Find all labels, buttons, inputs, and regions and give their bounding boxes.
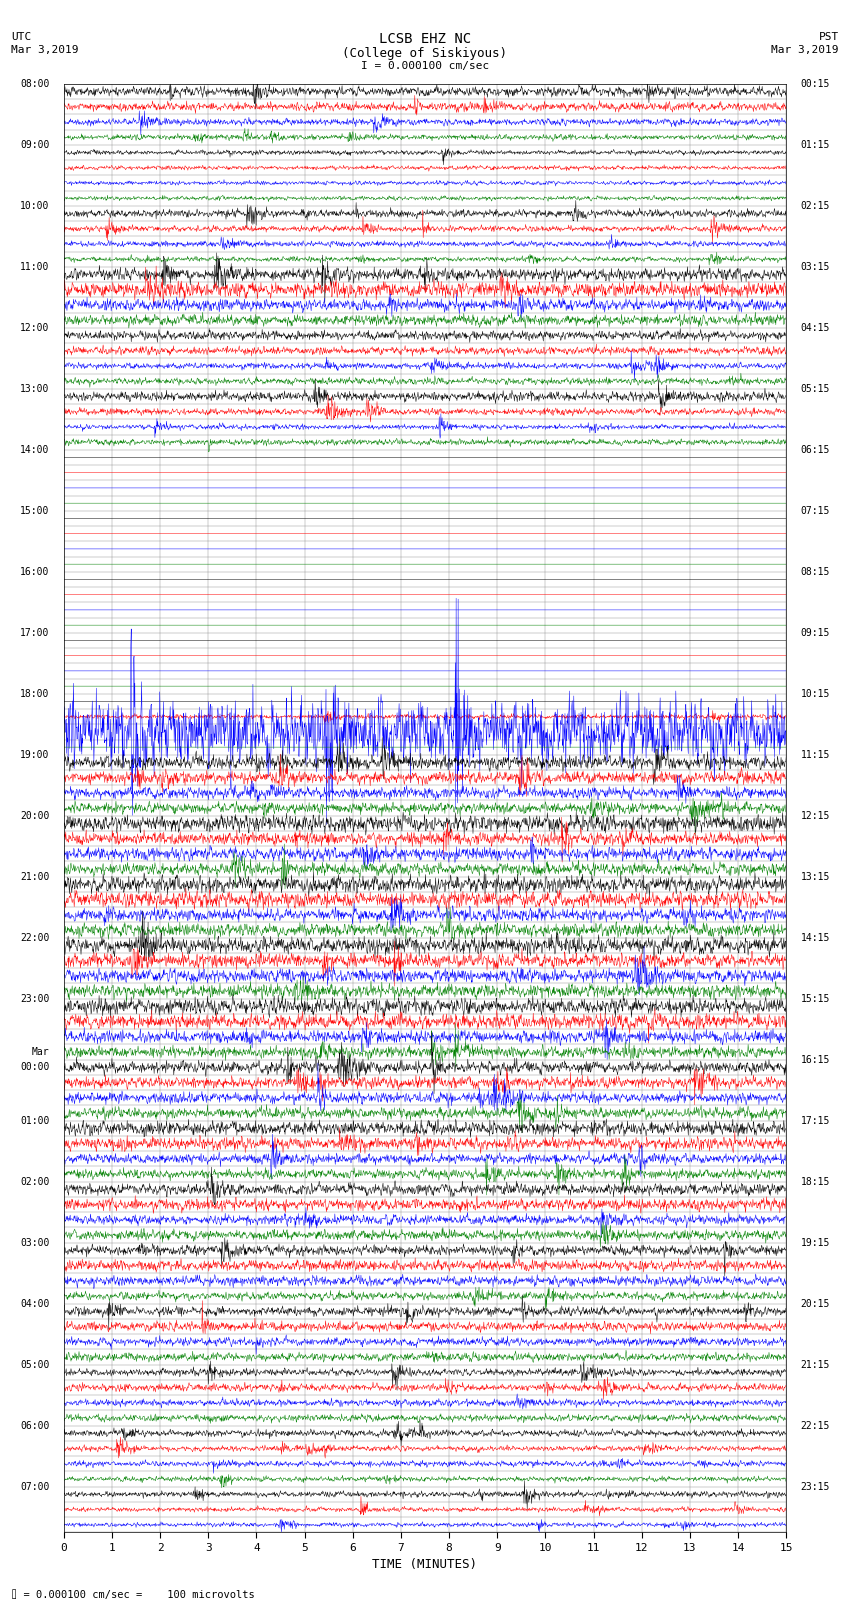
- Text: 18:15: 18:15: [801, 1176, 830, 1187]
- Text: (College of Siskiyous): (College of Siskiyous): [343, 47, 507, 60]
- Text: 05:15: 05:15: [801, 384, 830, 394]
- Text: 19:00: 19:00: [20, 750, 49, 760]
- Text: 19:15: 19:15: [801, 1237, 830, 1247]
- Text: 05:00: 05:00: [20, 1360, 49, 1369]
- Text: 22:15: 22:15: [801, 1421, 830, 1431]
- Text: 00:15: 00:15: [801, 79, 830, 89]
- Text: 04:00: 04:00: [20, 1298, 49, 1308]
- Text: 06:15: 06:15: [801, 445, 830, 455]
- Text: 17:15: 17:15: [801, 1116, 830, 1126]
- Text: 01:15: 01:15: [801, 140, 830, 150]
- Text: 07:15: 07:15: [801, 506, 830, 516]
- Text: 21:00: 21:00: [20, 871, 49, 882]
- Text: 16:00: 16:00: [20, 566, 49, 577]
- Text: 03:15: 03:15: [801, 261, 830, 273]
- Text: 01:00: 01:00: [20, 1116, 49, 1126]
- Text: 21:15: 21:15: [801, 1360, 830, 1369]
- Text: LCSB EHZ NC: LCSB EHZ NC: [379, 32, 471, 47]
- Text: 23:00: 23:00: [20, 994, 49, 1003]
- Text: 10:00: 10:00: [20, 202, 49, 211]
- Text: 18:00: 18:00: [20, 689, 49, 698]
- Text: UTC: UTC: [11, 32, 31, 42]
- Text: 16:15: 16:15: [801, 1055, 830, 1065]
- Text: 09:00: 09:00: [20, 140, 49, 150]
- Text: 14:00: 14:00: [20, 445, 49, 455]
- Text: 08:00: 08:00: [20, 79, 49, 89]
- Text: I = 0.000100 cm/sec: I = 0.000100 cm/sec: [361, 61, 489, 71]
- Text: 15:00: 15:00: [20, 506, 49, 516]
- Text: Mar: Mar: [31, 1047, 49, 1058]
- Text: 07:00: 07:00: [20, 1482, 49, 1492]
- Text: Mar 3,2019: Mar 3,2019: [772, 45, 839, 55]
- Text: 08:15: 08:15: [801, 566, 830, 577]
- Text: 23:15: 23:15: [801, 1482, 830, 1492]
- Text: 02:00: 02:00: [20, 1176, 49, 1187]
- Text: 13:15: 13:15: [801, 871, 830, 882]
- Text: 10:15: 10:15: [801, 689, 830, 698]
- Text: 11:15: 11:15: [801, 750, 830, 760]
- Text: 09:15: 09:15: [801, 627, 830, 637]
- X-axis label: TIME (MINUTES): TIME (MINUTES): [372, 1558, 478, 1571]
- Text: 14:15: 14:15: [801, 932, 830, 942]
- Text: 13:00: 13:00: [20, 384, 49, 394]
- Text: 17:00: 17:00: [20, 627, 49, 637]
- Text: 20:00: 20:00: [20, 811, 49, 821]
- Text: 22:00: 22:00: [20, 932, 49, 942]
- Text: 06:00: 06:00: [20, 1421, 49, 1431]
- Text: 11:00: 11:00: [20, 261, 49, 273]
- Text: 20:15: 20:15: [801, 1298, 830, 1308]
- Text: 02:15: 02:15: [801, 202, 830, 211]
- Text: Mar 3,2019: Mar 3,2019: [11, 45, 78, 55]
- Text: 04:15: 04:15: [801, 323, 830, 332]
- Text: 15:15: 15:15: [801, 994, 830, 1003]
- Text: 03:00: 03:00: [20, 1237, 49, 1247]
- Text: 00:00: 00:00: [20, 1061, 49, 1073]
- Text: 12:00: 12:00: [20, 323, 49, 332]
- Text: 12:15: 12:15: [801, 811, 830, 821]
- Text: PST: PST: [819, 32, 839, 42]
- Text: ⌷ = 0.000100 cm/sec =    100 microvolts: ⌷ = 0.000100 cm/sec = 100 microvolts: [11, 1590, 255, 1600]
